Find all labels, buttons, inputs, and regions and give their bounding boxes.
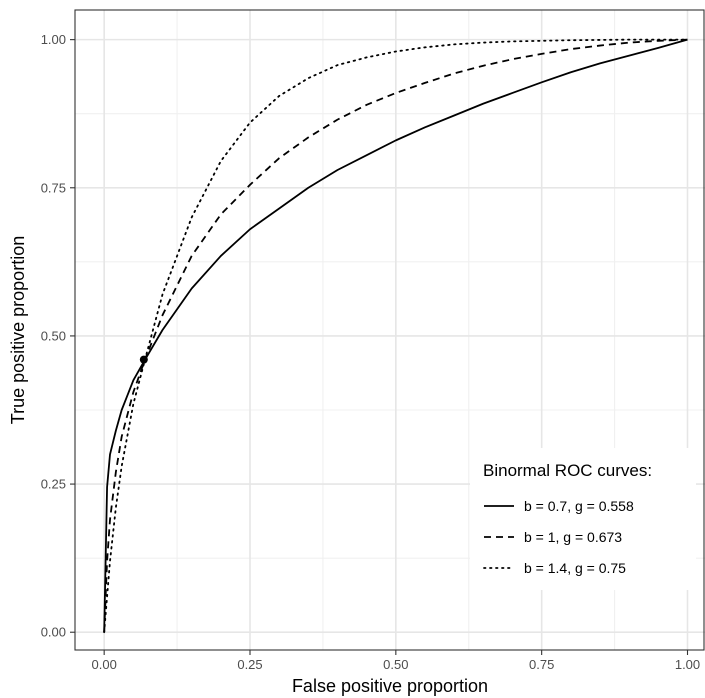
y-tick-label: 0.00: [41, 625, 66, 640]
y-tick-label: 0.50: [41, 328, 66, 343]
y-tick-label: 1.00: [41, 32, 66, 47]
x-tick-label: 0.00: [92, 657, 117, 672]
x-tick-label: 0.50: [383, 657, 408, 672]
grid-layer: [75, 10, 705, 650]
roc-curve-solid: [103, 38, 688, 633]
x-tick-label: 0.75: [529, 657, 554, 672]
legend-label: b = 0.7, g = 0.558: [524, 498, 634, 514]
legend-items: b = 0.7, g = 0.558 b = 1, g = 0.673 b = 1.…: [483, 498, 634, 576]
legend-background: [470, 448, 696, 590]
y-tick-label: 0.75: [41, 180, 66, 195]
curve-layer: [103, 38, 689, 634]
x-axis-title: False positive proportion: [292, 676, 488, 696]
legend-label: b = 1.4, g = 0.75: [524, 560, 626, 576]
y-axis-title: True positive proportion: [8, 236, 28, 424]
y-tick-label: 0.25: [41, 477, 66, 492]
legend-title: Binormal ROC curves:: [483, 461, 652, 480]
plot-border: [74, 9, 705, 651]
annotation-layer: [139, 355, 148, 364]
tick-layer: 0.00 0.25 0.50 0.75 1.00 0.00 0.25 0.50 0.75 1.00: [41, 32, 700, 672]
x-tick-label: 0.25: [237, 657, 262, 672]
roc-curve-dashed: [103, 38, 688, 633]
legend-label: b = 1, g = 0.673: [524, 529, 622, 545]
intersection-point: [139, 355, 148, 364]
x-tick-label: 1.00: [675, 657, 700, 672]
legend: Binormal ROC curves: b = 0.7, g = 0.558b…: [470, 448, 696, 590]
